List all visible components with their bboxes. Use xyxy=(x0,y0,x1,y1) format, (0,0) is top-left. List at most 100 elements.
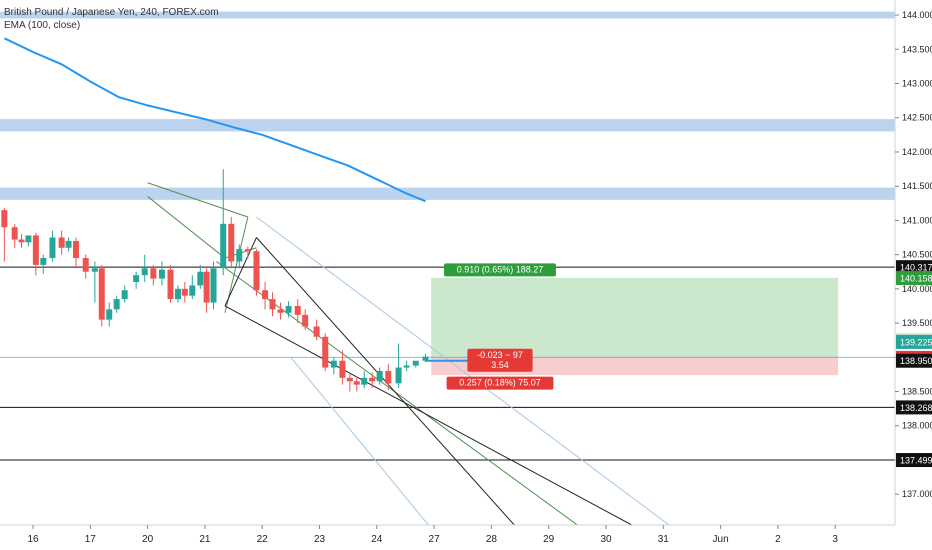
candle xyxy=(98,264,105,327)
x-tick-label: 31 xyxy=(658,534,670,545)
y-tick-label: 143.000 xyxy=(902,79,932,89)
trendline xyxy=(224,237,257,307)
x-tick-label: 30 xyxy=(600,534,612,545)
candle xyxy=(49,230,56,262)
candle-body xyxy=(167,269,174,300)
plot-area xyxy=(0,11,895,525)
candle-body xyxy=(313,326,320,337)
candle xyxy=(339,350,346,385)
center-label-bg xyxy=(467,348,533,372)
candle xyxy=(403,360,410,371)
candle xyxy=(113,295,120,313)
candle xyxy=(210,261,217,310)
trendline xyxy=(147,196,226,259)
y-tick-label: 141.000 xyxy=(902,215,932,225)
x-tick-label: 20 xyxy=(142,534,154,545)
trendline xyxy=(224,305,633,525)
candle-body xyxy=(339,360,346,378)
center-label: -0.023 ~ 973.54 xyxy=(467,348,533,372)
candle-body xyxy=(91,268,98,272)
candle xyxy=(91,261,98,303)
price-tag-label: 138.950 xyxy=(900,356,932,366)
candle-body xyxy=(422,356,429,361)
x-tick-label: Jun xyxy=(713,534,729,545)
price-tag-label: 140.158 xyxy=(900,274,932,284)
candle-body xyxy=(18,239,25,243)
candle-body xyxy=(269,299,276,310)
candle xyxy=(220,169,227,276)
candle xyxy=(285,301,292,318)
candle xyxy=(106,302,113,327)
candle-body xyxy=(1,210,8,228)
candle-body xyxy=(302,314,309,327)
candle-body xyxy=(150,268,157,279)
candle xyxy=(32,232,39,276)
candle-body xyxy=(181,288,188,296)
candle xyxy=(262,282,269,310)
candle xyxy=(72,237,79,269)
candle xyxy=(277,302,284,320)
candle-body xyxy=(141,268,148,276)
candle xyxy=(133,271,140,289)
candle-body xyxy=(294,305,301,315)
x-tick-label: 22 xyxy=(257,534,269,545)
candle-body xyxy=(361,377,368,385)
y-tick-label: 140.500 xyxy=(902,250,932,260)
symbol-title: British Pound / Japanese Yen, 240, FOREX… xyxy=(4,7,219,18)
target-label-bg xyxy=(443,263,556,277)
candle-body xyxy=(236,249,243,262)
candle-body xyxy=(98,268,105,320)
candle-body xyxy=(82,258,89,272)
candle-body xyxy=(189,285,196,296)
candle xyxy=(65,237,72,252)
profit-zone xyxy=(431,277,839,358)
x-tick-label: 24 xyxy=(371,534,383,545)
ema-line xyxy=(3,37,426,203)
candle xyxy=(181,282,188,303)
candle xyxy=(197,264,204,289)
y-tick-label: 144.000 xyxy=(902,10,932,20)
candle xyxy=(11,223,18,248)
candle-body xyxy=(395,367,402,384)
candle xyxy=(141,254,148,283)
candle-body xyxy=(65,240,72,248)
candle xyxy=(40,254,47,274)
candle-body xyxy=(220,223,227,269)
candle xyxy=(369,372,376,389)
x-tick-label: 27 xyxy=(429,534,441,545)
candle-body xyxy=(412,360,419,366)
candle-body xyxy=(369,377,376,382)
candle xyxy=(422,353,429,363)
candle-body xyxy=(72,240,79,259)
candle-body xyxy=(244,249,251,252)
candle xyxy=(302,309,309,330)
candle-body xyxy=(277,309,284,313)
candle-body xyxy=(228,223,235,262)
candle-body xyxy=(353,381,360,385)
target-label: 0.910 (0.65%) 188.27 xyxy=(443,263,556,277)
y-tick-label: 142.500 xyxy=(902,113,932,123)
y-tick-label: 143.500 xyxy=(902,44,932,54)
candle-body xyxy=(40,258,47,265)
x-tick-label: 21 xyxy=(199,534,211,545)
candle-body xyxy=(133,275,140,283)
candle xyxy=(395,343,402,389)
candle xyxy=(189,275,196,300)
price-tag-bg xyxy=(896,453,932,468)
chart-legend: British Pound / Japanese Yen, 240, FOREX… xyxy=(4,6,219,32)
stop-label-bg xyxy=(446,376,554,390)
indicator-title: EMA (100, close) xyxy=(4,20,81,31)
candle-body xyxy=(113,299,120,310)
candle xyxy=(330,357,337,375)
time-axis-bg xyxy=(0,525,932,550)
candle xyxy=(25,235,32,247)
candle xyxy=(150,264,157,286)
candle-body xyxy=(174,288,181,300)
x-tick-label: 28 xyxy=(486,534,498,545)
candle xyxy=(82,254,89,279)
x-tick-label: 16 xyxy=(27,534,39,545)
candle-body xyxy=(49,237,56,259)
trendline xyxy=(216,261,578,525)
candle-body xyxy=(158,269,165,279)
